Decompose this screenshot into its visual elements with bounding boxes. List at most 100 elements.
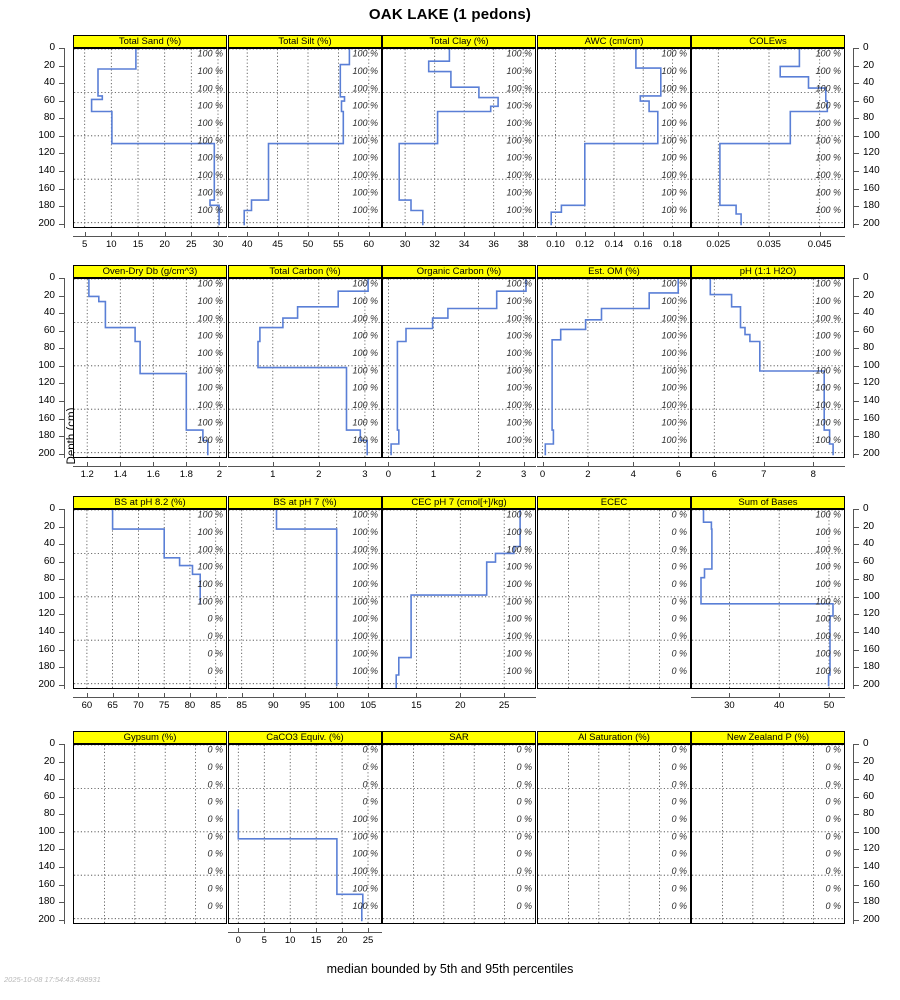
x-axis-tick-label: 2 — [475, 469, 482, 480]
contributing-pct-label: 100 % — [197, 562, 223, 572]
depth-tick-label: 120 — [38, 147, 55, 159]
contributing-pct-label: 100 % — [352, 170, 378, 180]
contributing-pct-label: 100 % — [661, 153, 687, 163]
x-axis-tick — [84, 232, 86, 237]
depth-tick-label: 160 — [38, 878, 55, 890]
contributing-pct-label: 0 % — [362, 797, 378, 807]
contributing-pct-label: 0 % — [207, 631, 223, 641]
contributing-pct-label: 0 % — [671, 544, 687, 554]
x-axis-tick — [523, 232, 525, 237]
x-axis-tick-label: 40 — [773, 700, 785, 711]
x-axis-tick-label: 0.12 — [575, 239, 595, 250]
contributing-pct-label: 100 % — [197, 383, 223, 393]
x-axis-tick-label: 6 — [676, 469, 682, 480]
x-axis-tick — [164, 232, 166, 237]
x-axis-tick-label: 85 — [236, 700, 247, 711]
panel-title: Al Saturation (%) — [537, 731, 691, 744]
contributing-pct-label: 100 % — [352, 435, 378, 445]
x-axis-line — [382, 466, 536, 467]
contributing-pct-label: 0 % — [671, 614, 687, 624]
panel-title: Organic Carbon (%) — [382, 265, 536, 278]
depth-tick — [59, 761, 64, 763]
depth-tick-label: 40 — [43, 307, 55, 319]
contributing-pct-label: 100 % — [661, 365, 687, 375]
x-axis-tick — [342, 928, 344, 933]
depth-tick — [854, 831, 859, 833]
depth-tick — [854, 100, 859, 102]
profile-line — [111, 510, 201, 605]
depth-tick-label: 120 — [38, 377, 55, 389]
depth-tick — [854, 348, 859, 350]
depth-tick-label: 200 — [38, 447, 55, 459]
x-axis-tick-label: 0.025 — [706, 239, 731, 250]
depth-axis-left — [64, 278, 65, 458]
contributing-pct-label: 100 % — [661, 49, 687, 59]
contributing-pct-label: 0 % — [207, 762, 223, 772]
depth-tick-label: 80 — [863, 808, 875, 820]
x-axis-tick-label: 0.18 — [663, 239, 682, 250]
depth-tick — [854, 866, 859, 868]
contributing-pct-label: 100 % — [506, 279, 532, 289]
contributing-pct-label: 100 % — [352, 188, 378, 198]
x-axis-tick-label: 1.4 — [113, 469, 127, 480]
x-axis-tick — [264, 928, 266, 933]
depth-tick-label: 0 — [863, 503, 869, 514]
depth-tick — [59, 596, 64, 598]
panel-title: Est. OM (%) — [537, 265, 691, 278]
depth-tick-label: 180 — [863, 430, 880, 441]
panel-title: CaCO3 Equiv. (%) — [228, 731, 382, 744]
contributing-pct-label: 0 % — [207, 901, 223, 911]
contributing-pct-label: 0 % — [671, 666, 687, 676]
contributing-pct-label: 0 % — [671, 884, 687, 894]
depth-tick — [59, 579, 64, 581]
depth-tick-label: 140 — [863, 860, 880, 872]
depth-tick-label: 180 — [863, 896, 880, 907]
x-axis-tick — [368, 928, 369, 933]
x-axis-tick-label: 65 — [107, 700, 118, 711]
x-axis-tick — [189, 693, 191, 698]
profile-line — [719, 49, 829, 226]
x-axis-tick — [614, 232, 615, 237]
depth-tick-label: 200 — [863, 678, 880, 690]
depth-tick — [59, 453, 64, 455]
depth-tick-label: 120 — [863, 377, 880, 389]
depth-tick-label: 160 — [863, 643, 880, 655]
panel-title: COLEws — [691, 35, 845, 48]
contributing-pct-label: 100 % — [661, 383, 687, 393]
panel-plot-area: 0 % 0 % 0 % 0 % 0 % 0 % 0 % 0 % 0 % 0 % — [537, 744, 691, 924]
depth-axis-left — [64, 509, 65, 689]
depth-tick-label: 40 — [863, 307, 875, 319]
contributing-pct-label: 100 % — [352, 814, 378, 824]
x-axis-tick — [555, 232, 557, 237]
depth-tick-label: 20 — [43, 520, 55, 532]
depth-tick-label: 160 — [863, 412, 880, 424]
contributing-pct-label: 100 % — [506, 544, 532, 554]
contributing-pct-label: 0 % — [516, 831, 532, 841]
x-axis-tick-label: 20 — [455, 700, 466, 711]
contributing-pct-label: 100 % — [352, 348, 378, 358]
contributing-pct-label: 100 % — [197, 313, 223, 323]
contributing-pct-label: 100 % — [815, 49, 841, 59]
contributing-pct-label: 100 % — [506, 135, 532, 145]
contributing-pct-label: 100 % — [506, 649, 532, 659]
panel-title: AWC (cm/cm) — [537, 35, 691, 48]
depth-tick — [59, 418, 64, 420]
contributing-pct-label: 0 % — [825, 884, 841, 894]
x-axis-tick-label: 3 — [362, 469, 368, 480]
contributing-pct-label: 100 % — [815, 435, 841, 445]
x-axis-tick — [272, 462, 274, 467]
contributing-pct-label: 0 % — [207, 814, 223, 824]
panel-title: Total Silt (%) — [228, 35, 382, 48]
contributing-pct-label: 0 % — [671, 762, 687, 772]
contributing-pct-label: 100 % — [815, 188, 841, 198]
contributing-pct-label: 100 % — [506, 596, 532, 606]
contributing-pct-label: 100 % — [352, 901, 378, 911]
contributing-pct-label: 0 % — [671, 562, 687, 572]
depth-tick — [854, 631, 859, 633]
contributing-pct-label: 100 % — [661, 101, 687, 111]
x-axis-tick — [238, 928, 240, 933]
contributing-pct-label: 100 % — [815, 649, 841, 659]
depth-tick-label: 200 — [38, 217, 55, 229]
x-axis-tick-label: 36 — [488, 239, 499, 250]
contributing-pct-label: 100 % — [815, 510, 841, 520]
